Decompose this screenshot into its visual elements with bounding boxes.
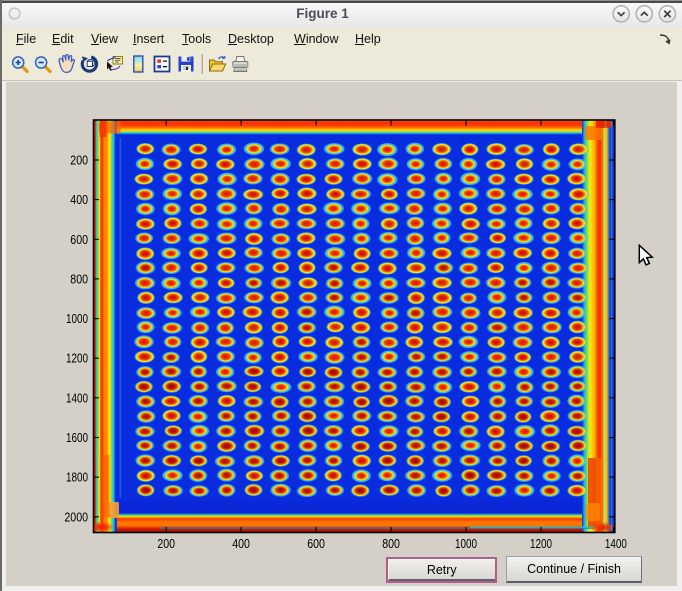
svg-text:1000: 1000 xyxy=(66,311,88,326)
svg-text:1200: 1200 xyxy=(66,351,88,366)
svg-text:400: 400 xyxy=(232,536,250,551)
svg-text:200: 200 xyxy=(157,536,175,551)
svg-text:600: 600 xyxy=(70,232,88,247)
svg-text:1400: 1400 xyxy=(605,536,627,551)
svg-text:1800: 1800 xyxy=(66,470,88,485)
svg-text:800: 800 xyxy=(382,536,400,551)
svg-text:1200: 1200 xyxy=(530,536,552,551)
svg-text:600: 600 xyxy=(307,536,325,551)
svg-text:1400: 1400 xyxy=(66,390,88,405)
svg-text:1600: 1600 xyxy=(66,430,88,445)
svg-text:1000: 1000 xyxy=(455,536,477,551)
svg-text:2000: 2000 xyxy=(64,509,88,524)
svg-text:800: 800 xyxy=(70,271,88,286)
svg-text:200: 200 xyxy=(70,153,88,168)
svg-text:400: 400 xyxy=(70,192,88,207)
